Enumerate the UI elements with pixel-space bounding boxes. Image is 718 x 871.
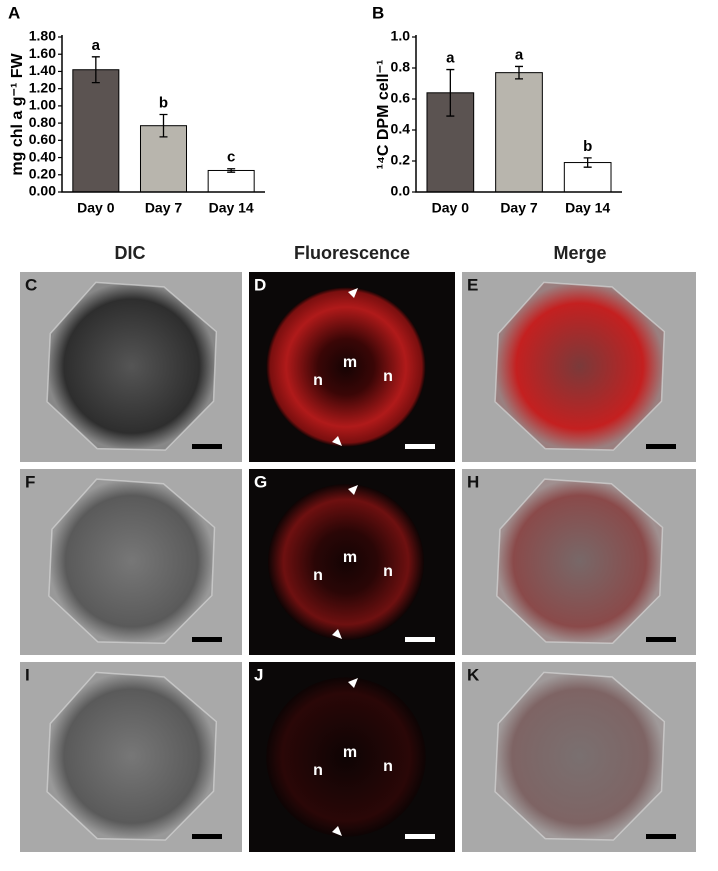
x-tick-label: Day 14 [209,200,254,216]
y-tick-label: 1.60 [29,45,56,61]
x-tick-label: Day 7 [500,200,538,216]
y-tick-label: 0.6 [391,90,411,106]
arrow [332,826,342,836]
significance-label: a [515,46,524,63]
scale-bar [646,834,676,839]
panel-letter: I [25,665,30,684]
y-tick-label: 1.00 [29,97,56,113]
panel-letter: C [25,275,37,294]
panel-letter: J [254,665,263,684]
image-panel: H [462,469,696,655]
image-panel: K [462,662,696,852]
region-label: n [383,563,393,580]
column-header: Fluorescence [294,243,410,263]
axes [61,35,265,193]
arrow [332,629,342,639]
cell [496,478,664,644]
column-header: DIC [115,243,146,263]
region-label: m [343,744,357,761]
arrow [348,678,358,688]
bar [495,72,543,193]
error-bar [583,157,592,168]
y-tick-label: 1.0 [391,28,411,44]
column-header: Merge [553,243,606,263]
arrow [332,436,342,446]
arrow [348,288,358,298]
scale-bar [405,834,435,839]
error-bar [227,168,236,173]
panel-letter: F [25,472,35,491]
bar [139,125,188,193]
axes [415,35,622,193]
scale-bar [646,444,676,449]
region-label: n [313,567,323,584]
x-tick-label: Day 7 [145,200,183,216]
scale-bar [192,444,222,449]
image-panel: Gn m n [249,469,455,655]
arrow [348,485,358,495]
scale-bar [405,444,435,449]
y-tick-label: 0.20 [29,165,56,181]
panel-letter: G [254,472,267,491]
x-tick-label: Day 14 [565,200,610,216]
y-tick-label: 1.40 [29,62,56,78]
scale-bar [192,834,222,839]
image-panel: Jn m n [249,662,455,852]
y-tick-label: 0.60 [29,131,56,147]
region-label: n [383,758,393,775]
y-tick-label: 0.0 [391,183,411,199]
panel-letter: K [467,665,480,684]
cell [267,483,425,641]
image-panel: E [462,272,696,462]
scale-bar [192,637,222,642]
region-label: n [313,762,323,779]
significance-label: a [446,50,455,67]
panel-letter: H [467,472,479,491]
significance-label: b [159,94,168,111]
cell [266,287,426,447]
y-tick-label: 1.20 [29,79,56,95]
y-tick-label: 0.8 [391,59,411,75]
cell [46,281,218,451]
y-tick-label: 0.40 [29,148,56,164]
y-tick-label: 0.4 [391,121,411,137]
image-panel: Dn m n [249,272,455,462]
region-label: m [343,354,357,371]
significance-label: b [583,138,592,155]
cell [494,671,666,841]
error-bar [515,65,523,80]
cell [46,671,218,841]
error-bar [159,113,168,138]
y-axis-label: mg chl a g⁻¹ FW [9,52,26,175]
region-label: n [383,368,393,385]
panel-letter: E [467,275,478,294]
cell [494,281,666,451]
bar [72,69,120,193]
x-tick-label: Day 0 [77,200,115,216]
image-panel: I [20,662,242,852]
significance-label: c [227,149,235,166]
significance-label: a [92,37,101,54]
region-label: m [343,549,357,566]
image-panel: C [20,272,242,462]
panel-letter: A [8,3,20,22]
bar [207,169,255,193]
scale-bar [646,637,676,642]
x-tick-label: Day 0 [432,200,470,216]
scale-bar [405,637,435,642]
cell [266,677,426,837]
y-axis-label: ¹⁴C DPM cell⁻¹ [375,60,392,170]
y-tick-label: 0.80 [29,114,56,130]
y-tick-label: 0.00 [29,183,56,199]
error-bar [91,56,100,84]
cell [48,478,216,644]
image-panel: F [20,469,242,655]
region-label: n [313,372,323,389]
error-bar [446,68,455,117]
y-tick-label: 1.80 [29,28,56,44]
panel-letter: B [372,3,384,22]
y-tick-label: 0.2 [391,152,411,168]
panel-letter: D [254,275,266,294]
